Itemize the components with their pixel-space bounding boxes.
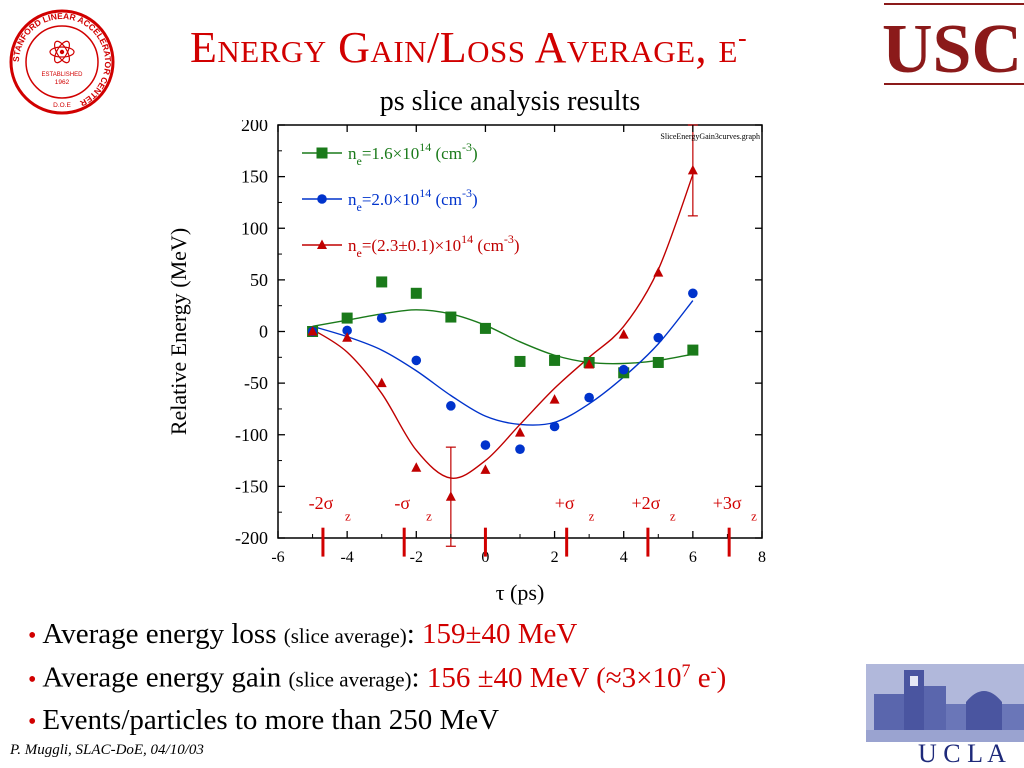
data-point-series-0: [410, 287, 422, 299]
data-point-series-2: [307, 326, 318, 336]
data-point-series-0: [687, 344, 699, 356]
slac-seal-established: ESTABLISHED: [42, 72, 84, 78]
data-point-series-1: [515, 444, 525, 455]
x-tick-label: 8: [758, 549, 766, 566]
data-point-series-2: [480, 464, 491, 474]
bullet-energy-loss-text: Average energy loss: [42, 618, 284, 650]
page-title: Energy Gain/Loss Average, e-: [190, 22, 880, 73]
data-point-series-1: [411, 355, 422, 366]
x-axis-label: τ (ps): [496, 580, 545, 605]
bullet-events-text: Events/particles to more than 250 MeV: [42, 704, 500, 736]
bullet-energy-loss-value: 159±40 MeV: [422, 618, 578, 650]
usc-logo: USC: [882, 3, 1024, 88]
bullet-energy-loss-note: (slice average): [283, 624, 407, 648]
data-point-series-2: [376, 377, 387, 388]
bullet-energy-gain-note: (slice average): [288, 667, 412, 692]
data-point-series-2: [411, 462, 422, 472]
data-point-series-2: [342, 332, 353, 342]
y-tick-label: 50: [250, 270, 268, 290]
data-point-series-0: [549, 354, 561, 366]
usc-logo-text: USC: [882, 11, 1022, 88]
data-point-series-0: [376, 276, 388, 288]
slac-seal-doe: D.O.E: [53, 102, 71, 109]
x-tick-label: -6: [271, 549, 284, 566]
data-point-series-1: [342, 325, 352, 336]
fit-curve-2: [312, 174, 694, 479]
data-point-series-0: [479, 322, 491, 334]
sigma-marker-label: +2σ: [631, 493, 660, 513]
sigma-marker-sub: z: [345, 508, 351, 523]
data-point-series-1: [688, 288, 698, 299]
y-tick-label: 150: [241, 167, 268, 187]
x-tick-label: 6: [689, 549, 697, 566]
page-subtitle: ps slice analysis results: [379, 86, 641, 117]
data-point-series-2: [445, 491, 456, 501]
bullet-events: • Events/particles to more than 250 MeV: [28, 704, 500, 736]
bullet-energy-gain-text: Average energy gain: [42, 661, 289, 694]
data-point-series-2: [515, 427, 525, 437]
data-point-series-2: [549, 394, 560, 404]
page-title-text: Energy Gain/Loss Average, e: [190, 23, 738, 72]
sigma-marker-label: -σ: [394, 493, 410, 513]
data-point-series-1: [584, 392, 594, 403]
sigma-marker-sub: z: [589, 508, 595, 523]
x-tick-label: 2: [551, 549, 559, 566]
bullet-energy-gain: • Average energy gain (slice average): 15…: [28, 660, 727, 694]
footer-credit: P. Muggli, SLAC-DoE, 04/10/03: [10, 742, 204, 758]
legend-label-1: ne=2.0×1014 (cm-3): [348, 186, 478, 214]
y-tick-label: 100: [241, 218, 268, 238]
legend-marker-2: [317, 239, 327, 249]
data-point-series-2: [653, 267, 664, 277]
data-point-series-0: [514, 355, 526, 367]
data-point-series-1: [446, 401, 456, 411]
legend-marker-1: [317, 194, 327, 204]
data-point-series-2: [687, 164, 698, 175]
sigma-marker-label: -2σ: [309, 493, 334, 513]
data-point-series-0: [445, 311, 457, 323]
y-tick-label: 200: [241, 120, 268, 135]
slac-seal-logo: STANFORD LINEAR ACCELERATOR CENTER ESTAB…: [9, 9, 115, 115]
data-point-series-0: [341, 312, 353, 324]
sigma-marker-label: +σ: [555, 493, 575, 513]
page-title-superscript: -: [738, 23, 748, 53]
y-tick-label: 0: [259, 322, 268, 342]
data-point-series-2: [618, 329, 629, 339]
legend-label-2: ne=(2.3±0.1)×1014 (cm-3): [348, 232, 520, 260]
sigma-marker-sub: z: [751, 508, 757, 523]
bullet-energy-loss: • Average energy loss (slice average): 15…: [28, 618, 578, 650]
sigma-marker-label: +3σ: [713, 493, 742, 513]
data-point-series-1: [549, 421, 560, 432]
sigma-marker-sub: z: [670, 508, 676, 523]
chart-file-label: SliceEnergyGain3curves.graph: [660, 132, 760, 141]
data-point-series-1: [480, 440, 491, 450]
data-point-series-1: [376, 313, 387, 323]
y-tick-label: -100: [235, 425, 268, 445]
energy-chart: -6 -4 -2 0 2 4 6 8 200 150 100 50 0 -50 -100 -150 -200 -…: [166, 120, 766, 605]
slac-seal-year: 1962: [55, 79, 70, 86]
sigma-marker-sub: z: [426, 508, 432, 523]
y-tick-label: -200: [235, 528, 268, 548]
y-tick-label: -150: [235, 476, 268, 496]
x-tick-label: -4: [340, 549, 353, 566]
y-tick-label: -50: [244, 373, 268, 393]
x-tick-label: -2: [410, 549, 423, 566]
legend-marker-0: [316, 147, 328, 159]
data-point-series-2: [584, 359, 595, 369]
data-point-series-1: [653, 332, 664, 343]
ucla-logo-text: U C L A: [918, 739, 1006, 768]
x-tick-label: 4: [620, 549, 628, 566]
bullet-energy-gain-value: 156 ±40 MeV (≈3×107 e-): [426, 660, 727, 694]
ucla-logo: U C L A: [866, 664, 1024, 768]
legend-label-0: ne=1.6×1014 (cm-3): [348, 140, 478, 168]
data-point-series-1: [618, 364, 629, 375]
x-tick-label: 0: [481, 549, 489, 566]
data-point-series-0: [652, 356, 664, 368]
fit-curve-0: [312, 309, 693, 365]
y-axis-label: Relative Energy (MeV): [166, 228, 191, 435]
